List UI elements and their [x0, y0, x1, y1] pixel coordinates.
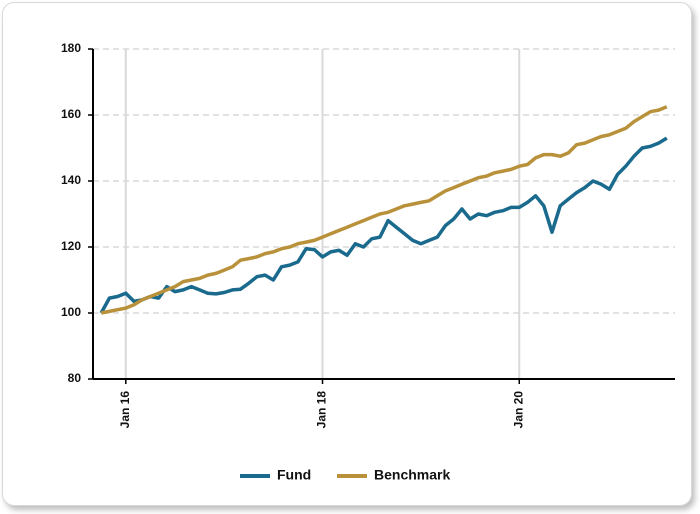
y-tick-label: 180 [61, 41, 81, 55]
y-tick-label: 100 [61, 305, 81, 319]
y-tick-label: 140 [61, 173, 81, 187]
series-line [100, 105, 668, 315]
x-tick-label: Jan 18 [315, 391, 329, 429]
series-line [99, 136, 668, 314]
legend-label: Benchmark [374, 467, 450, 483]
x-tick-label: Jan 16 [118, 391, 132, 429]
y-tick-label: 80 [68, 371, 82, 385]
y-tick-label: 160 [61, 107, 81, 121]
y-tick-label: 120 [61, 239, 81, 253]
legend-label: Fund [277, 467, 311, 483]
x-tick-label: Jan 20 [511, 391, 525, 429]
